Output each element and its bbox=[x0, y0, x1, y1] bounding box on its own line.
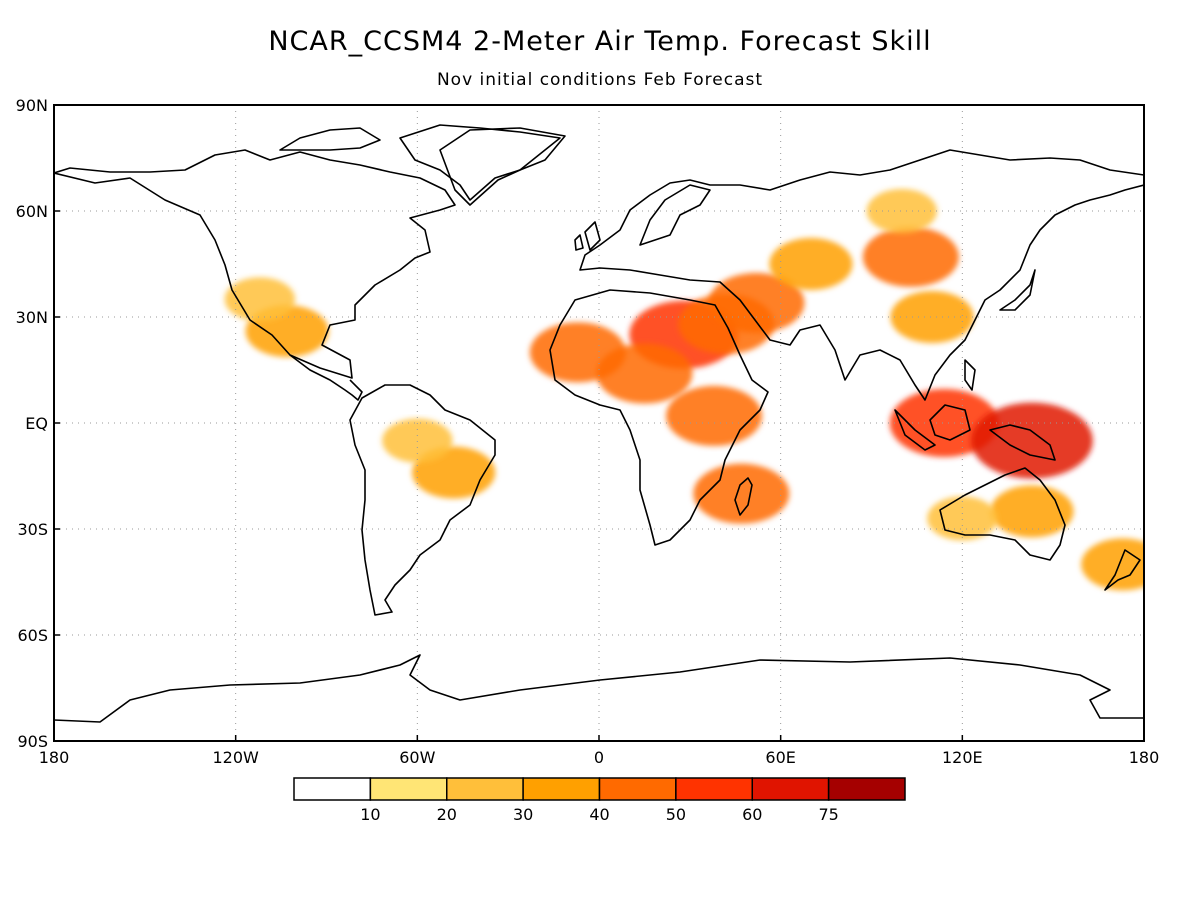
skill-region-sahel bbox=[596, 343, 693, 404]
y-tick-label: 90S bbox=[17, 732, 48, 751]
y-tick-label: 60S bbox=[17, 626, 48, 645]
skill-region-madagascar bbox=[693, 463, 790, 524]
skill-region-australia-east bbox=[990, 485, 1074, 538]
x-tick-label: 60W bbox=[399, 748, 435, 767]
coast-eurasia bbox=[579, 149, 1144, 401]
skill-region-china bbox=[890, 291, 974, 343]
coast-australia bbox=[939, 467, 1066, 561]
coast-philippines bbox=[964, 359, 976, 391]
coastlines bbox=[54, 124, 1144, 723]
x-tick-label: 60E bbox=[765, 748, 795, 767]
skill-region-new-guinea bbox=[971, 402, 1093, 479]
colorbar-label: 60 bbox=[742, 805, 762, 824]
coast-scandinavia bbox=[639, 184, 711, 246]
colorbar-swatch bbox=[751, 777, 830, 801]
map-subtitle: Nov initial conditions Feb Forecast bbox=[436, 70, 764, 90]
skill-region-siberia bbox=[866, 189, 937, 233]
coast-new-zealand bbox=[1104, 549, 1141, 591]
skill-region-mongolia bbox=[862, 226, 959, 287]
skill-region-east-africa bbox=[666, 385, 763, 446]
colorbar-label: 20 bbox=[437, 805, 457, 824]
skill-region-new-zealand bbox=[1081, 538, 1144, 591]
map-title: NCAR_CCSM4 2-Meter Air Temp. Forecast Sk… bbox=[268, 26, 932, 57]
skill-region-us-southwest bbox=[224, 277, 296, 322]
coast-indonesia bbox=[894, 404, 1056, 461]
skill-region-amazon bbox=[382, 418, 453, 463]
colorbar-swatch bbox=[522, 777, 601, 801]
colorbar-swatch bbox=[827, 777, 906, 801]
skill-region-iran bbox=[708, 272, 805, 333]
x-tick-label: 0 bbox=[594, 748, 604, 767]
coast-antarctica bbox=[54, 654, 1144, 723]
colorbar-label: 50 bbox=[666, 805, 686, 824]
x-tick-label: 120E bbox=[942, 748, 983, 767]
y-tick-label: 30S bbox=[17, 520, 48, 539]
coast-british-isles bbox=[574, 221, 601, 251]
x-axis-ticks: 180 120W 60W 0 60E 120E 180 bbox=[39, 735, 1160, 767]
x-tick-label: 180 bbox=[1129, 748, 1160, 767]
colorbar-swatch bbox=[446, 777, 524, 801]
x-tick-label: 120W bbox=[212, 748, 259, 767]
colorbar-label: 40 bbox=[589, 805, 609, 824]
x-tick-label: 180 bbox=[39, 748, 70, 767]
colorbar-label: 75 bbox=[818, 805, 838, 824]
colorbar-swatch bbox=[675, 777, 753, 801]
coast-africa bbox=[549, 289, 769, 546]
lat-lon-grid bbox=[54, 105, 1144, 741]
coast-central-america bbox=[289, 354, 363, 401]
coast-japan bbox=[999, 269, 1036, 311]
coast-south-america bbox=[349, 384, 496, 616]
colorbar-label: 10 bbox=[360, 805, 380, 824]
y-tick-label: 30N bbox=[16, 308, 48, 327]
y-axis-ticks: 90N 60N 30N EQ 30S 60S 90S bbox=[16, 96, 60, 751]
colorbar: 10 20 30 40 50 60 75 bbox=[293, 777, 906, 824]
y-tick-label: 90N bbox=[16, 96, 48, 115]
colorbar-swatch bbox=[369, 777, 448, 801]
colorbar-swatch bbox=[598, 777, 677, 801]
y-tick-label: 60N bbox=[16, 202, 48, 221]
coast-madagascar bbox=[734, 477, 753, 516]
colorbar-label: 30 bbox=[513, 805, 533, 824]
colorbar-swatch bbox=[293, 777, 372, 801]
y-tick-label: EQ bbox=[25, 414, 48, 433]
skill-region-central-asia bbox=[769, 238, 853, 290]
coast-north-america bbox=[54, 149, 456, 379]
coast-greenland bbox=[439, 127, 566, 206]
